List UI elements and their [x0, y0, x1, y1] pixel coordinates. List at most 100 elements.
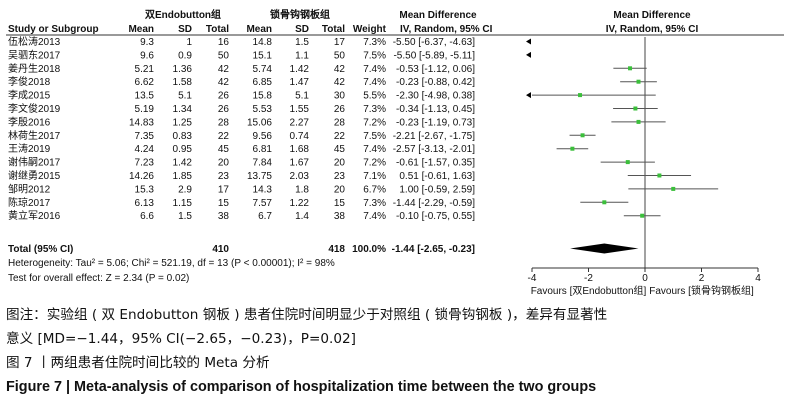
study-name: 李成2015: [8, 89, 51, 102]
study-ci: -2.57 [-3.13, -2.01]: [393, 144, 475, 155]
study-ci: -0.61 [-1.57, 0.35]: [396, 158, 475, 169]
study-sd-ctl: 2.03: [290, 171, 310, 182]
study-n-ctl: 28: [334, 117, 346, 128]
x-axis-label-right: Favours [锁骨钩钢板组]: [649, 284, 754, 297]
study-sd-exp: 1.5: [178, 211, 192, 222]
study-mean-ctl: 14.3: [253, 184, 273, 195]
total-label: Total (95% CI): [8, 244, 73, 255]
header-weight: Weight: [353, 24, 387, 35]
study-point-estimate: [640, 213, 645, 218]
study-point-estimate: [657, 173, 662, 178]
study-mean-ctl: 7.84: [253, 158, 273, 169]
study-mean-exp: 6.6: [140, 211, 154, 222]
header-mean-exp: Mean: [128, 24, 154, 35]
x-axis-label-left: Favours [双Endobutton组]: [531, 284, 647, 297]
study-sd-exp: 1: [186, 37, 192, 48]
study-ci: -2.30 [-4.98, 0.38]: [396, 91, 475, 102]
study-n-ctl: 15: [334, 198, 346, 209]
study-ci: -0.53 [-1.12, 0.06]: [396, 64, 475, 75]
total-ci: -1.44 [-2.65, -0.23]: [392, 244, 475, 255]
study-sd-ctl: 1.47: [290, 77, 310, 88]
forest-plot: 双Endobutton组 锁骨钩钢板组 Mean Difference Mean Di…: [6, 8, 784, 297]
study-name: 李殷2016: [8, 115, 51, 128]
study-mean-ctl: 13.75: [247, 171, 272, 182]
study-n-exp: 38: [218, 211, 230, 222]
study-sd-ctl: 1.8: [295, 184, 309, 195]
study-sd-exp: 1.85: [173, 171, 193, 182]
study-n-exp: 23: [218, 171, 230, 182]
study-sd-ctl: 1.4: [295, 211, 309, 222]
study-point-estimate: [578, 93, 583, 98]
study-weight: 7.4%: [363, 64, 386, 75]
study-sd-ctl: 2.27: [290, 117, 310, 128]
study-mean-ctl: 6.7: [258, 211, 272, 222]
study-weight: 7.1%: [363, 171, 386, 182]
study-n-exp: 22: [218, 131, 230, 142]
study-sd-exp: 1.36: [173, 64, 193, 75]
study-ci: -0.10 [-0.75, 0.55]: [396, 211, 475, 222]
study-mean-exp: 6.62: [135, 77, 155, 88]
study-weight: 7.5%: [363, 50, 386, 61]
header-plot-sub: IV, Random, 95% CI: [606, 24, 699, 35]
study-n-exp: 50: [218, 50, 230, 61]
study-name: 陈琼2017: [8, 196, 51, 209]
x-axis-tick-label: -4: [528, 273, 537, 284]
heterogeneity-text: Heterogeneity: Tau² = 5.06; Chi² = 521.1…: [8, 258, 335, 269]
caption-figure-title-en: Figure 7 | Meta-analysis of comparison o…: [6, 379, 597, 395]
total-diamond: [570, 243, 639, 254]
study-sd-ctl: 0.74: [290, 131, 310, 142]
study-point-estimate: [633, 106, 638, 111]
study-mean-ctl: 9.56: [253, 131, 273, 142]
study-ci: -5.50 [-6.37, -4.63]: [393, 37, 475, 48]
study-mean-exp: 7.35: [135, 131, 155, 142]
study-name: 邹明2012: [8, 182, 51, 195]
study-point-estimate: [570, 146, 575, 151]
study-name: 李文俊2019: [8, 102, 61, 115]
study-mean-ctl: 6.85: [253, 77, 273, 88]
study-mean-ctl: 15.1: [253, 50, 273, 61]
study-sd-exp: 0.9: [178, 50, 192, 61]
study-weight: 7.4%: [363, 211, 386, 222]
study-n-exp: 20: [218, 158, 230, 169]
study-name: 谢伟嗣2017: [8, 156, 61, 169]
study-ci-arrow: [526, 92, 531, 99]
study-n-ctl: 20: [334, 184, 346, 195]
study-sd-ctl: 1.68: [290, 144, 310, 155]
study-mean-exp: 9.3: [140, 37, 154, 48]
header-study: Study or Subgroup: [8, 24, 99, 35]
x-axis-tick-label: 0: [642, 273, 648, 284]
study-n-exp: 42: [218, 77, 230, 88]
study-weight: 6.7%: [363, 184, 386, 195]
overall-effect-text: Test for overall effect: Z = 2.34 (P = 0…: [8, 273, 189, 284]
study-mean-ctl: 7.57: [253, 198, 273, 209]
study-ci: -0.23 [-1.19, 0.73]: [396, 117, 475, 128]
study-mean-exp: 15.3: [135, 184, 155, 195]
study-point-estimate: [625, 160, 630, 165]
study-n-exp: 16: [218, 37, 230, 48]
study-mean-exp: 14.83: [129, 117, 154, 128]
study-mean-exp: 5.19: [135, 104, 155, 115]
header-group-experimental: 双Endobutton组: [145, 8, 221, 21]
study-name: 吴驷东2017: [8, 48, 61, 61]
study-n-exp: 26: [218, 91, 230, 102]
study-n-ctl: 42: [334, 64, 346, 75]
study-point-estimate: [636, 119, 641, 124]
study-sd-exp: 1.15: [173, 198, 193, 209]
study-n-ctl: 26: [334, 104, 346, 115]
study-mean-exp: 5.21: [135, 64, 155, 75]
study-ci: -0.23 [-0.88, 0.42]: [396, 77, 475, 88]
study-ci: -0.34 [-1.13, 0.45]: [396, 104, 475, 115]
study-n-ctl: 42: [334, 77, 346, 88]
study-n-exp: 42: [218, 64, 230, 75]
study-point-estimate: [580, 133, 585, 138]
study-sd-exp: 1.58: [173, 77, 193, 88]
study-mean-ctl: 14.8: [253, 37, 273, 48]
x-axis-tick-label: 2: [699, 273, 705, 284]
study-weight: 7.4%: [363, 144, 386, 155]
study-mean-exp: 4.24: [135, 144, 155, 155]
study-mean-exp: 13.5: [135, 91, 155, 102]
study-mean-exp: 14.26: [129, 171, 154, 182]
study-point-estimate: [636, 79, 641, 84]
study-sd-exp: 1.34: [173, 104, 193, 115]
study-sd-ctl: 1.1: [295, 50, 309, 61]
